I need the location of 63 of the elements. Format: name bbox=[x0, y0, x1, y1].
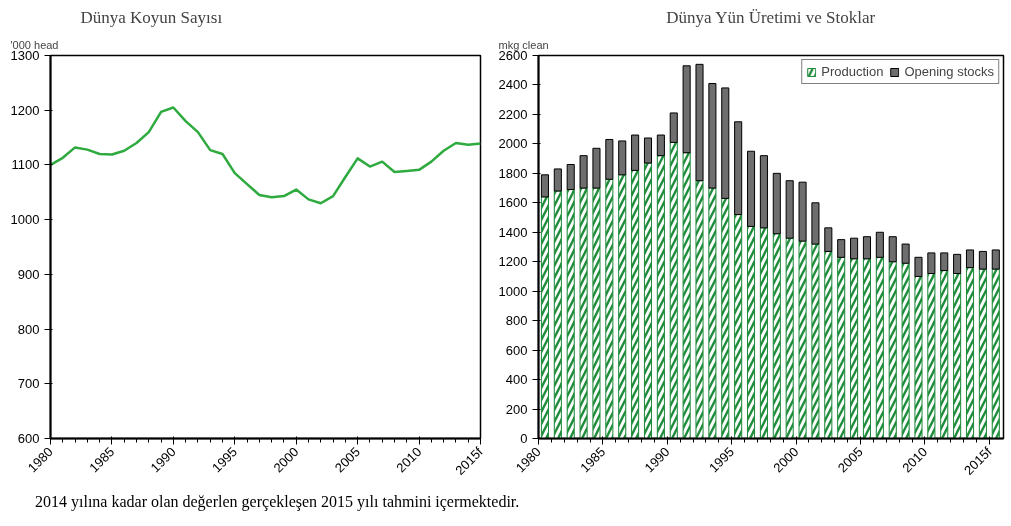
bar bbox=[811, 202, 820, 245]
bar bbox=[798, 181, 807, 242]
bar bbox=[721, 87, 730, 199]
bar bbox=[824, 227, 833, 252]
y-tick-label: 700 bbox=[17, 376, 40, 392]
bar bbox=[927, 252, 936, 275]
y-tick-label: 1400 bbox=[498, 224, 528, 240]
bar bbox=[965, 249, 975, 269]
bar bbox=[991, 249, 1000, 270]
y-tick-label: 600 bbox=[505, 342, 528, 358]
y-tick-label: 800 bbox=[17, 321, 40, 337]
y-tick-label: 400 bbox=[505, 372, 528, 388]
y-tick-label: 1000 bbox=[10, 212, 40, 228]
bar bbox=[631, 134, 640, 171]
line-series bbox=[50, 106, 481, 205]
bar bbox=[772, 172, 781, 235]
bar bbox=[579, 155, 588, 189]
y-tick-label: 0 bbox=[520, 431, 528, 446]
bar bbox=[940, 252, 949, 272]
legend-label: Production bbox=[821, 64, 884, 79]
y-tick-label: 1100 bbox=[11, 157, 40, 173]
legend-label: Opening stocks bbox=[904, 64, 994, 79]
bar bbox=[592, 147, 601, 189]
y-tick-label: 1200 bbox=[10, 102, 40, 118]
bar bbox=[862, 236, 871, 260]
y-tick-label: 600 bbox=[17, 431, 40, 446]
bar bbox=[785, 180, 794, 239]
y-tick-label: 2000 bbox=[498, 136, 528, 152]
bar bbox=[734, 121, 743, 216]
bar bbox=[605, 138, 614, 180]
bar bbox=[914, 256, 923, 277]
y-tick-label: 1600 bbox=[498, 195, 528, 211]
bar bbox=[759, 155, 768, 229]
bar bbox=[837, 239, 846, 258]
y-tick-label: 800 bbox=[505, 313, 528, 329]
bar bbox=[566, 164, 575, 191]
y-tick-label: 2200 bbox=[498, 106, 528, 122]
y-tick-label: 1000 bbox=[498, 283, 528, 299]
bar bbox=[682, 65, 691, 154]
bar bbox=[850, 237, 859, 260]
bar bbox=[901, 243, 910, 264]
bar bbox=[553, 168, 562, 192]
y-axis-title: '000 head bbox=[10, 38, 59, 51]
bar bbox=[669, 112, 678, 143]
y-tick-label: 900 bbox=[17, 266, 40, 282]
bar bbox=[618, 140, 627, 176]
bar bbox=[875, 231, 884, 258]
bar bbox=[708, 82, 717, 189]
y-tick-label: 200 bbox=[505, 401, 528, 417]
y-tick-label: 2400 bbox=[498, 77, 528, 93]
bar bbox=[978, 250, 987, 270]
chart-title: Dünya Yün Üretimi ve Stoklar bbox=[666, 7, 876, 27]
bar bbox=[746, 150, 756, 227]
y-tick-label: 1300 bbox=[10, 48, 40, 63]
y-tick-label: 1800 bbox=[498, 165, 528, 181]
bar bbox=[953, 253, 962, 275]
bar bbox=[643, 137, 653, 164]
bar bbox=[656, 134, 665, 157]
chart-title: Dünya Koyun Sayısı bbox=[80, 7, 223, 27]
bar bbox=[888, 236, 897, 263]
text: 2014 yılına kadar olan değerlen gerçekleşen 2015 yılı tahmini içermektedir. bbox=[35, 492, 520, 513]
y-tick-label: 1200 bbox=[498, 254, 528, 270]
bar bbox=[695, 63, 704, 182]
